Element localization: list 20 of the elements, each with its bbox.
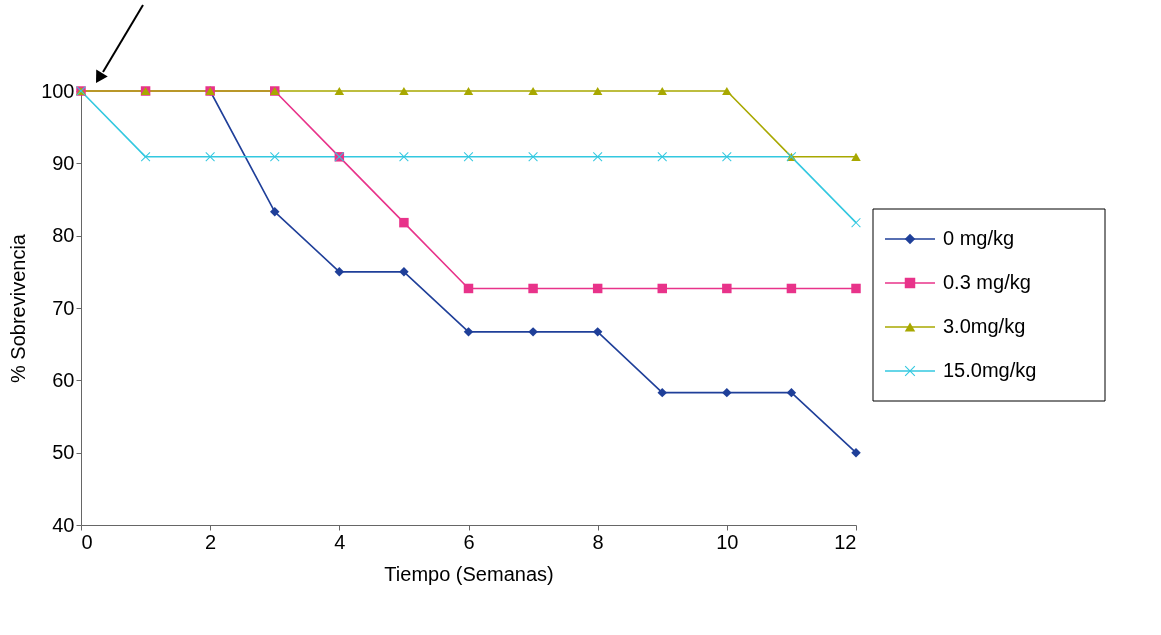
y-tick-label: 100 (41, 79, 75, 102)
legend-label: 0.3 mg/kg (943, 271, 1031, 293)
x-tick-label: 2 (205, 530, 217, 553)
legend-label: 15.0mg/kg (943, 359, 1037, 381)
x-tick-label: 10 (716, 530, 739, 553)
x-tick-label: 0 (81, 530, 93, 553)
x-axis-title: Tiempo (Semanas) (384, 562, 554, 585)
x-tick-label: 12 (834, 530, 857, 553)
x-tick-label: 6 (463, 530, 475, 553)
y-tick-label: 60 (52, 368, 75, 391)
legend-label: 3.0mg/kg (943, 315, 1026, 337)
y-tick-label: 70 (52, 296, 75, 319)
y-axis-title: % Sobrevivencia (7, 233, 30, 383)
y-tick-label: 80 (52, 224, 75, 247)
x-tick-label: 4 (334, 530, 346, 553)
y-tick-label: 50 (52, 441, 75, 464)
x-tick-label: 8 (592, 530, 604, 553)
legend-label: 0 mg/kg (943, 227, 1015, 249)
y-tick-label: 40 (52, 513, 75, 536)
y-tick-label: 90 (52, 151, 75, 174)
